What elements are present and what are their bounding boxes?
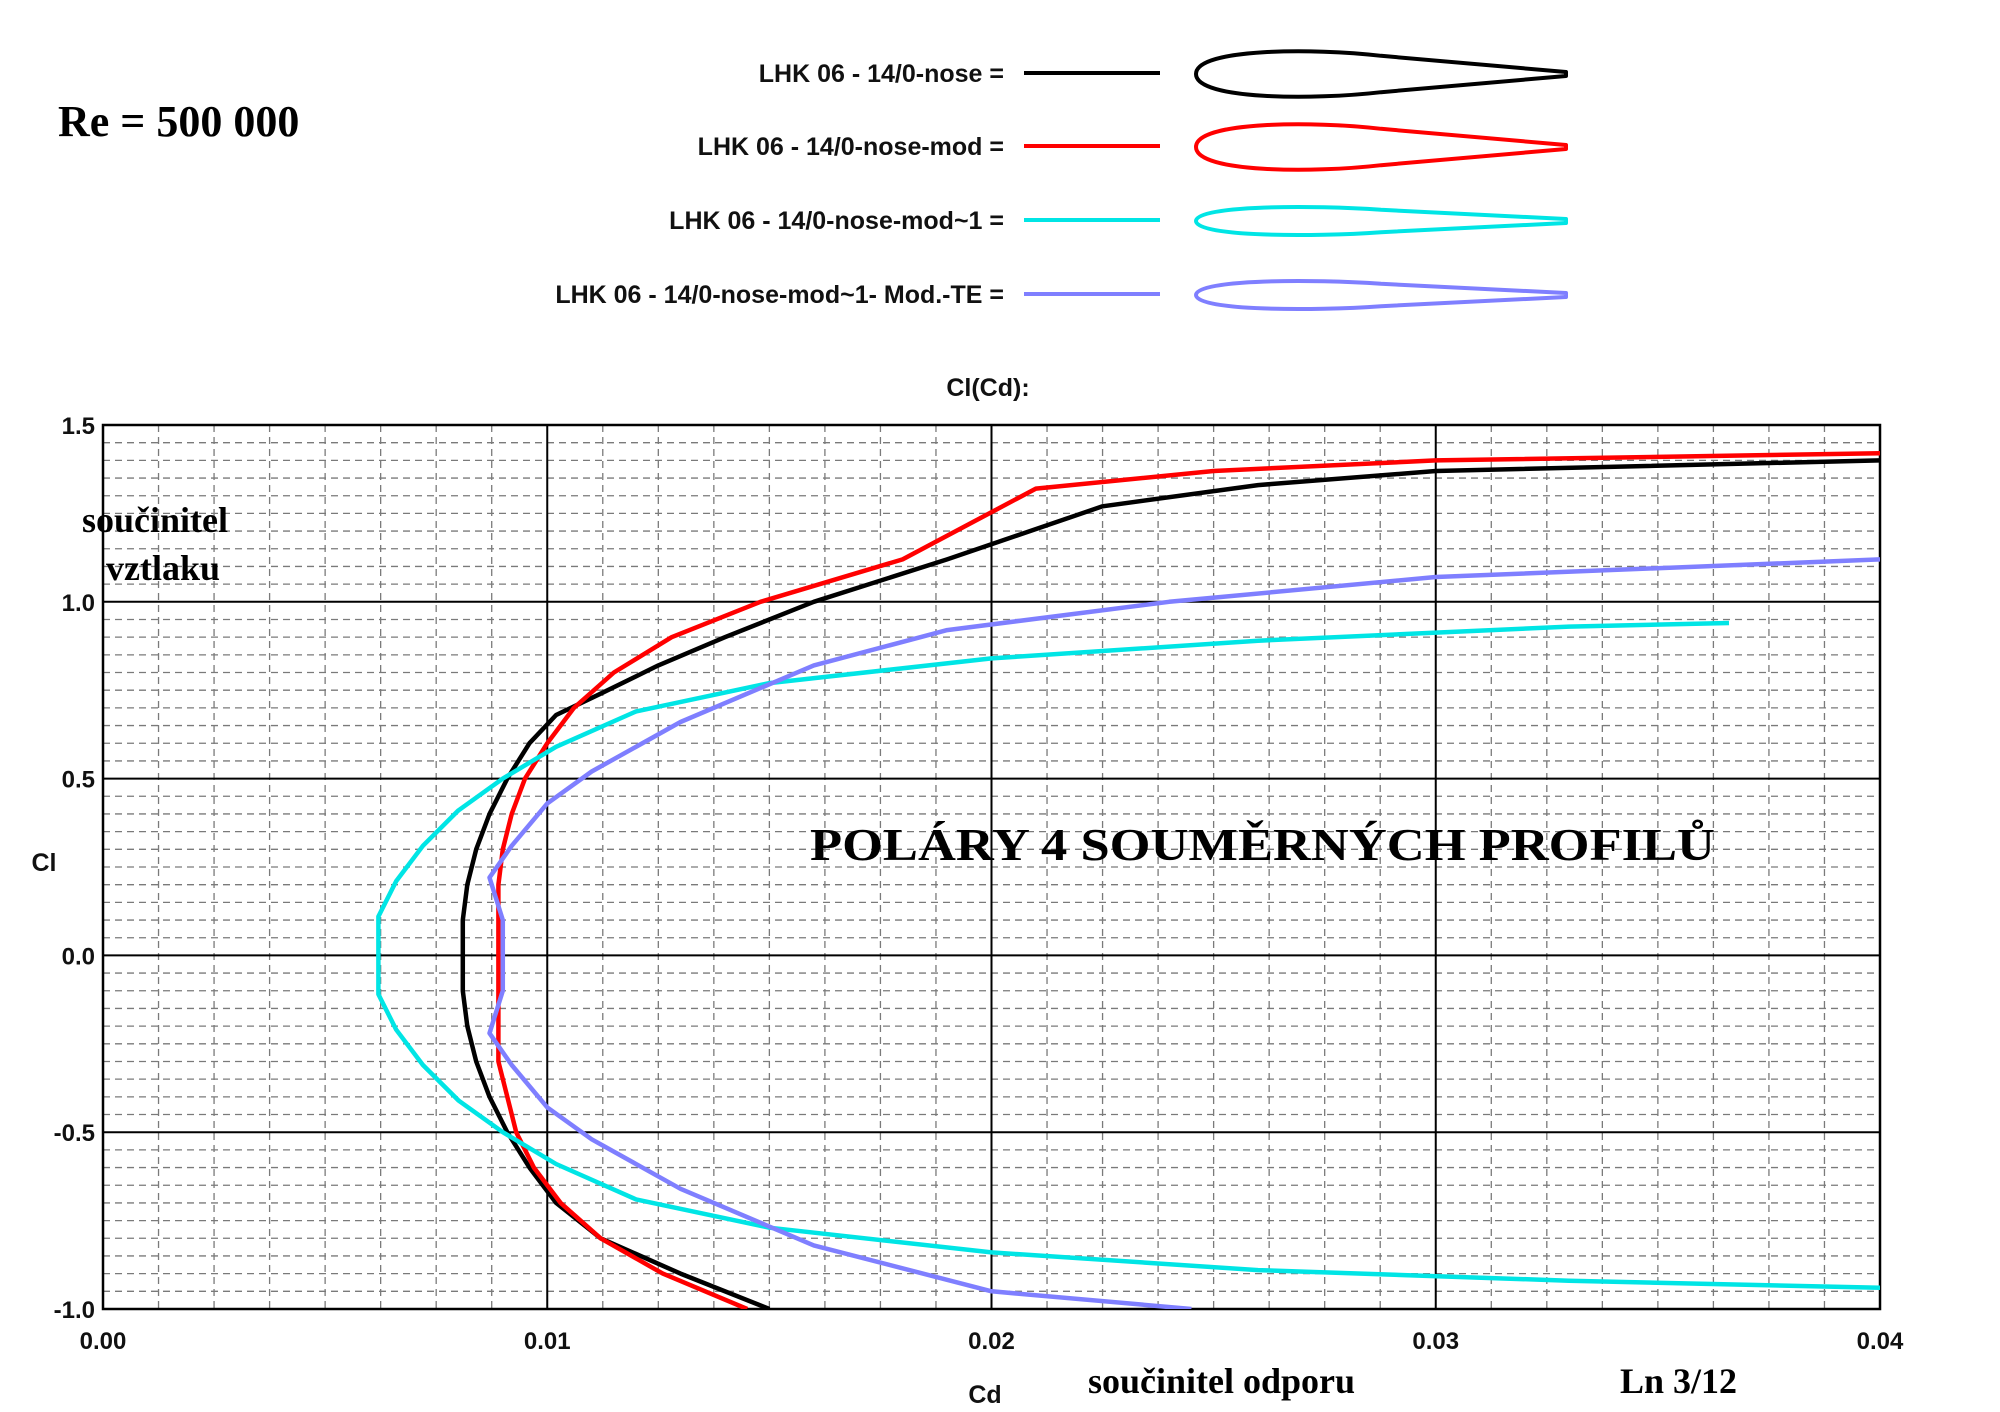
legend-label-4: LHK 06 - 14/0-nose-mod~1- Mod.-TE =	[555, 281, 1004, 309]
legend-airfoil-1	[1194, 49, 1568, 99]
y-tick-label: 1.5	[62, 413, 95, 440]
x-axis-caption: součinitel odporu	[1088, 1361, 1355, 1401]
x-tick-label: 0.04	[1857, 1328, 1904, 1355]
y-tick-label: 0.5	[62, 767, 95, 794]
chart-title: Cl(Cd):	[946, 374, 1029, 402]
plot-frame	[101, 423, 1882, 1311]
series-line-1	[460, 458, 1880, 1309]
x-axis-label: Cd	[968, 1381, 1001, 1409]
legend-label-3: LHK 06 - 14/0-nose-mod~1 =	[669, 207, 1004, 235]
series-line-2	[496, 451, 1880, 1309]
axis-ticks: 0.00 0.01 0.02 0.03 0.04 1.5 1.0 0.5 0.0 -0.5 -1.0	[54, 413, 1904, 1355]
legend-airfoil-3	[1194, 205, 1568, 237]
y-axis-label: Cl	[32, 849, 57, 877]
page-reference: Ln 3/12	[1620, 1361, 1737, 1401]
y-axis-caption-line2: vztlaku	[106, 548, 220, 588]
reynolds-label: Re = 500 000	[58, 97, 299, 146]
legend-airfoil-2	[1194, 122, 1568, 172]
x-tick-label: 0.00	[80, 1328, 127, 1355]
y-tick-label: -0.5	[54, 1120, 95, 1147]
y-tick-label: 0.0	[62, 943, 95, 970]
y-tick-label: 1.0	[62, 590, 95, 617]
x-tick-label: 0.01	[524, 1328, 571, 1355]
x-tick-label: 0.03	[1412, 1328, 1459, 1355]
series-layer	[376, 451, 1880, 1309]
y-axis-caption-line1: součinitel	[82, 500, 228, 540]
legend-label-1: LHK 06 - 14/0-nose =	[759, 60, 1004, 88]
legend-label-2: LHK 06 - 14/0-nose-mod =	[698, 133, 1004, 161]
series-line-4	[487, 557, 1880, 1309]
y-tick-label: -1.0	[54, 1297, 95, 1324]
legend: LHK 06 - 14/0-nose = LHK 06 - 14/0-nose-m…	[555, 49, 1568, 311]
x-tick-label: 0.02	[968, 1328, 1015, 1355]
overlay-title: POLÁRY 4 SOUMĚRNÝCH PROFILŮ	[810, 818, 1715, 870]
legend-airfoil-4	[1194, 279, 1568, 311]
